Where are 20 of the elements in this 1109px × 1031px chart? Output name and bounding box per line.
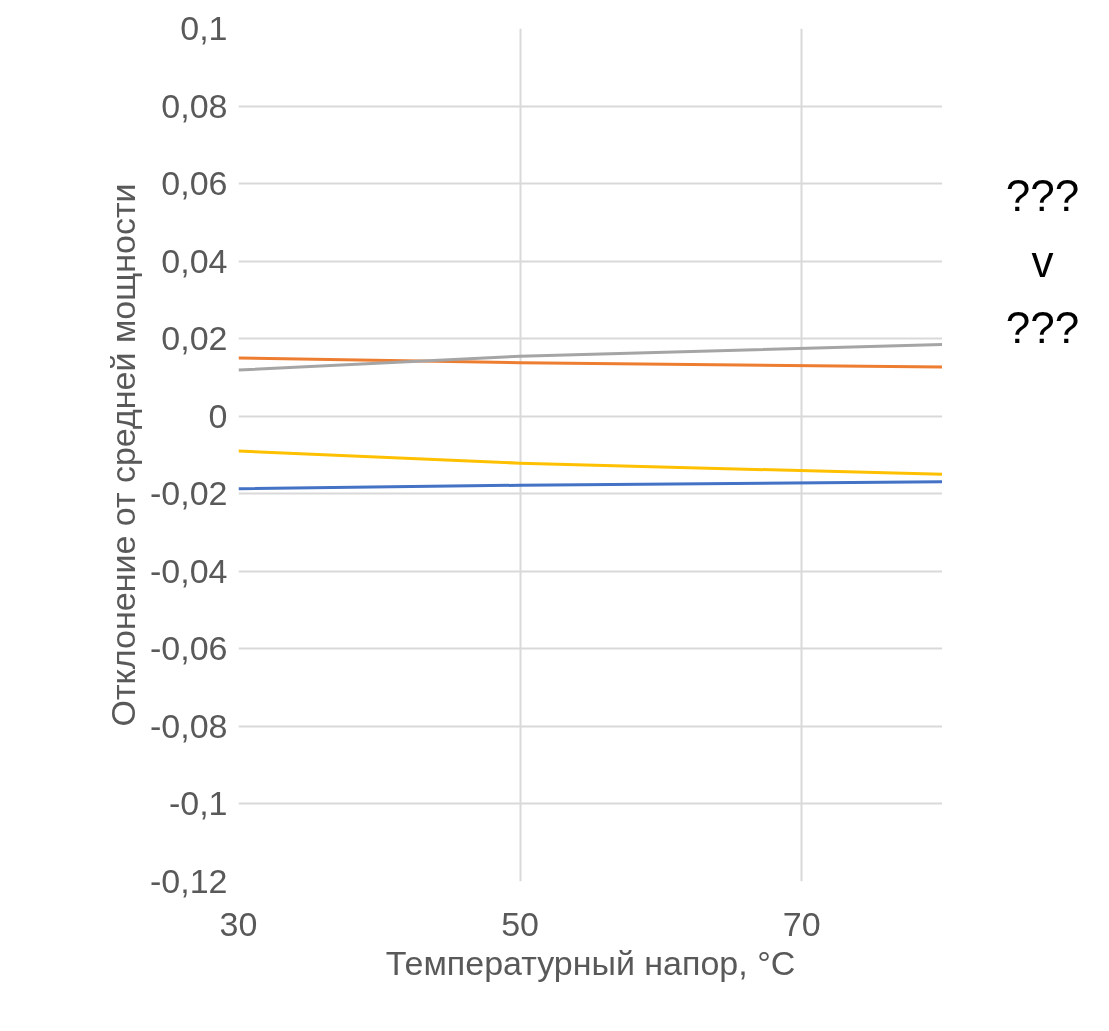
y-tick-label: -0,04	[150, 551, 228, 590]
x-axis-title: Температурный напор, °C	[385, 943, 796, 982]
y-tick-label: 0,02	[161, 319, 228, 358]
y-tick-label: -0,02	[150, 474, 228, 513]
y-tick-label: 0,06	[161, 164, 228, 203]
text: ???	[1005, 303, 1080, 352]
text: ???	[1005, 171, 1080, 220]
y-tick-label: -0,12	[150, 862, 228, 900]
y-tick-label: 0,04	[161, 241, 228, 280]
x-tick-label: 30	[219, 904, 258, 943]
y-tick-label: -0,06	[150, 629, 228, 668]
y-tick-label: -0,08	[150, 706, 228, 745]
y-tick-label: -0,1	[168, 784, 228, 823]
y-tick-label: 0	[208, 396, 228, 435]
text: v	[1031, 237, 1054, 286]
y-axis-title: Отклонение от средней мощности	[104, 183, 142, 727]
y-tick-label: 0,08	[161, 86, 228, 125]
y-tick-label: 0,1	[180, 9, 228, 47]
x-tick-label: 70	[782, 904, 821, 943]
x-tick-label: 50	[501, 904, 540, 943]
